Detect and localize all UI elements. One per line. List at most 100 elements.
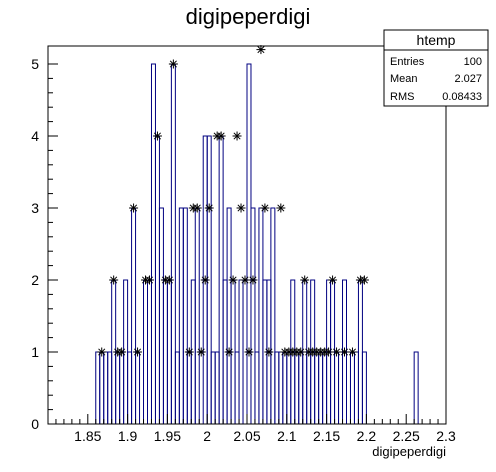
data-marker-23 bbox=[236, 203, 246, 213]
histogram-bar-34 bbox=[238, 279, 244, 425]
y-axis: 0 1 2 3 4 5 bbox=[31, 56, 58, 432]
histogram-bar-65 bbox=[361, 351, 367, 425]
histogram-bar-12 bbox=[147, 279, 152, 425]
x-tick-label: 2.05 bbox=[233, 428, 260, 444]
histogram-bar-46 bbox=[286, 351, 292, 425]
histogram-bar-36 bbox=[246, 63, 252, 425]
histogram-bars bbox=[95, 63, 419, 425]
data-marker-3 bbox=[117, 347, 127, 357]
histogram-bar-19 bbox=[174, 351, 180, 425]
stats-entries-value: 100 bbox=[464, 56, 482, 68]
data-marker-35 bbox=[296, 347, 306, 357]
data-marker-17 bbox=[204, 203, 214, 213]
histogram-bar-42 bbox=[270, 207, 276, 425]
stats-rms-label: RMS bbox=[390, 91, 414, 103]
data-marker-42 bbox=[324, 347, 334, 357]
data-marker-21 bbox=[228, 275, 238, 285]
histogram-bar-21 bbox=[182, 207, 188, 425]
histogram-bar-14 bbox=[154, 135, 160, 425]
histogram-bar-27 bbox=[210, 351, 216, 425]
histogram-bar-45 bbox=[282, 351, 288, 425]
stats-mean-value: 2.027 bbox=[454, 73, 482, 85]
histogram-bar-48 bbox=[294, 351, 300, 425]
data-marker-15 bbox=[196, 347, 206, 357]
histogram-bar-24 bbox=[194, 207, 200, 425]
data-marker-25 bbox=[244, 347, 254, 357]
histogram-bar-31 bbox=[226, 207, 232, 425]
y-tick-label: 3 bbox=[31, 200, 39, 216]
histogram-bar-13 bbox=[150, 63, 156, 425]
histogram-bar-55 bbox=[322, 351, 328, 425]
histogram-bar-5 bbox=[115, 351, 121, 425]
histogram-bar-51 bbox=[306, 351, 312, 425]
data-marker-10 bbox=[164, 275, 174, 285]
data-marker-45 bbox=[340, 347, 350, 357]
chart-title: digipeperdigi bbox=[186, 4, 311, 29]
data-marker-16 bbox=[200, 275, 210, 285]
histogram-bar-10 bbox=[135, 351, 141, 425]
stats-box-frame bbox=[383, 29, 489, 107]
data-marker-14 bbox=[192, 203, 202, 213]
y-tick-label: 2 bbox=[31, 272, 39, 288]
data-marker-19 bbox=[216, 131, 226, 141]
histogram-bar-3 bbox=[107, 351, 113, 425]
data-marker-30 bbox=[276, 203, 286, 213]
histogram-bar-53 bbox=[314, 351, 320, 425]
x-tick-label: 2.25 bbox=[393, 428, 420, 444]
data-marker-12 bbox=[184, 347, 194, 357]
x-tick-label: 2.2 bbox=[357, 428, 377, 444]
histogram-bar-22 bbox=[186, 351, 192, 425]
stats-box-title: htemp bbox=[417, 32, 456, 48]
x-axis: 1.85 1.9 1.95 2 2.05 2.1 2.15 2.2 2.25 2.3 bbox=[47, 414, 456, 444]
data-marker-29 bbox=[264, 347, 274, 357]
stats-entries-label: Entries bbox=[390, 56, 425, 68]
data-marker-1 bbox=[109, 275, 119, 285]
histogram-bar-62 bbox=[349, 351, 355, 425]
histogram-bar-1 bbox=[99, 351, 105, 425]
histogram-bar-2 bbox=[103, 351, 109, 425]
stats-mean-label: Mean bbox=[390, 73, 418, 85]
data-marker-36 bbox=[300, 275, 310, 285]
histogram-bar-8 bbox=[127, 351, 133, 425]
y-tick-label: 5 bbox=[31, 56, 39, 72]
histogram-bar-64 bbox=[357, 279, 363, 425]
histogram-bar-63 bbox=[353, 351, 359, 425]
y-tick-label: 0 bbox=[31, 416, 39, 432]
histogram-bar-39 bbox=[258, 207, 264, 425]
data-marker-20 bbox=[224, 347, 234, 357]
histogram-bar-54 bbox=[318, 351, 324, 425]
x-tick-label: 2.15 bbox=[313, 428, 340, 444]
data-marker-22 bbox=[232, 131, 242, 141]
histogram-bar-66 bbox=[413, 351, 419, 425]
y-tick-label: 4 bbox=[31, 128, 39, 144]
data-marker-46 bbox=[347, 347, 357, 357]
stats-box: htemp Entries 100 Mean 2.027 RMS 0.08433 bbox=[383, 29, 489, 107]
x-tick-label: 1.95 bbox=[154, 428, 181, 444]
histogram-bar-15 bbox=[158, 207, 164, 425]
histogram-bar-43 bbox=[274, 351, 280, 425]
data-marker-4 bbox=[129, 203, 139, 213]
histogram-bar-28 bbox=[214, 351, 220, 425]
stats-rms-value: 0.08433 bbox=[442, 91, 482, 103]
histogram-bar-0 bbox=[95, 351, 101, 425]
x-tick-label: 2.1 bbox=[277, 428, 297, 444]
histogram-bar-61 bbox=[346, 351, 351, 425]
histogram-bar-9 bbox=[131, 207, 137, 425]
histogram-bar-17 bbox=[166, 279, 172, 425]
data-marker-28 bbox=[260, 203, 270, 213]
data-marker-43 bbox=[328, 275, 338, 285]
data-marker-44 bbox=[332, 347, 342, 357]
data-marker-11 bbox=[168, 59, 178, 69]
histogram-bar-16 bbox=[162, 279, 168, 425]
data-markers bbox=[97, 45, 369, 357]
histogram-bar-37 bbox=[250, 207, 256, 425]
data-marker-27 bbox=[256, 45, 266, 55]
x-axis-title: digipeperdigi bbox=[372, 444, 446, 459]
x-tick-label: 1.85 bbox=[74, 428, 101, 444]
histogram-bar-33 bbox=[234, 351, 240, 425]
y-tick-label: 1 bbox=[31, 344, 39, 360]
x-tick-label: 2 bbox=[203, 428, 211, 444]
histogram-bar-59 bbox=[338, 351, 344, 425]
data-marker-7 bbox=[144, 275, 154, 285]
